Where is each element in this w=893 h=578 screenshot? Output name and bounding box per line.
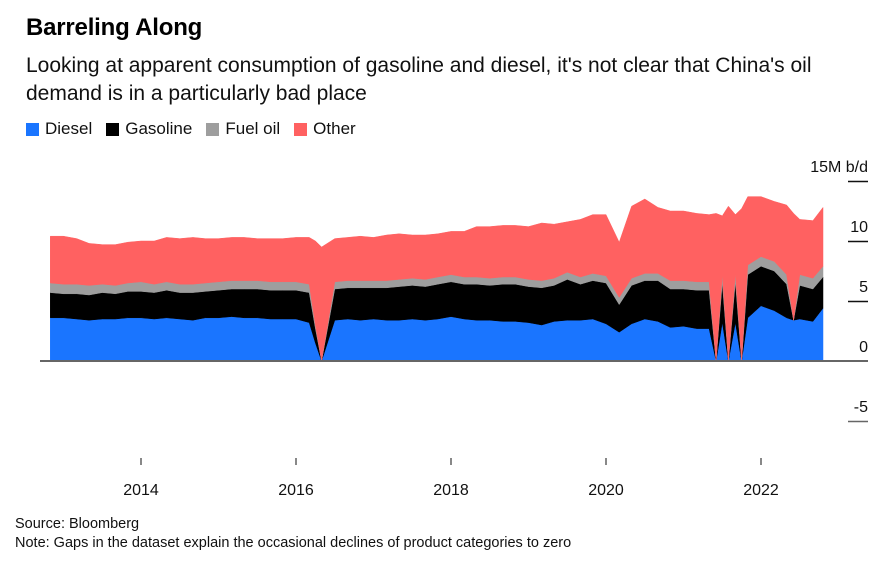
legend-label-diesel: Diesel — [45, 119, 93, 138]
y-tick-label: 0 — [859, 339, 868, 356]
legend-item-gasoline: Gasoline — [106, 119, 192, 139]
y-tick-label: 10 — [850, 219, 868, 236]
legend: Diesel Gasoline Fuel oil Other — [26, 119, 356, 139]
legend-swatch-fuel-oil — [206, 122, 220, 136]
legend-swatch-other — [294, 122, 308, 136]
y-axis: 15M b/d 10 5 0 -5 — [40, 159, 868, 423]
legend-item-fuel-oil: Fuel oil — [206, 119, 280, 139]
y-tick-label: 15M b/d — [810, 159, 868, 176]
x-tick-label: 2014 — [123, 482, 159, 499]
legend-swatch-gasoline — [106, 122, 120, 136]
y-tick-label: -5 — [854, 399, 868, 416]
area-other — [50, 196, 824, 362]
x-tick-label: 2022 — [743, 482, 779, 499]
gaps-note: Note: Gaps in the dataset explain the oc… — [15, 535, 572, 551]
chart-title: Barreling Along — [26, 14, 203, 41]
legend-label-fuel-oil: Fuel oil — [225, 119, 281, 138]
x-tick-label: 2020 — [588, 482, 624, 499]
legend-item-other: Other — [294, 119, 356, 139]
y-tick-label: 5 — [859, 279, 868, 296]
legend-label-other: Other — [313, 119, 356, 138]
chart-subtitle: Looking at apparent consumption of gasol… — [26, 54, 812, 105]
source-note: Source: Bloomberg — [15, 516, 140, 532]
area-layer — [50, 196, 824, 362]
x-tick-label: 2016 — [278, 482, 314, 499]
x-axis: 2014 2016 2018 2020 2022 — [123, 458, 779, 499]
legend-item-diesel: Diesel — [26, 119, 92, 139]
legend-swatch-diesel — [26, 122, 39, 136]
legend-label-gasoline: Gasoline — [125, 119, 193, 138]
footnotes: Source: Bloomberg Note: Gaps in the data… — [15, 515, 571, 553]
x-tick-label: 2018 — [433, 482, 469, 499]
